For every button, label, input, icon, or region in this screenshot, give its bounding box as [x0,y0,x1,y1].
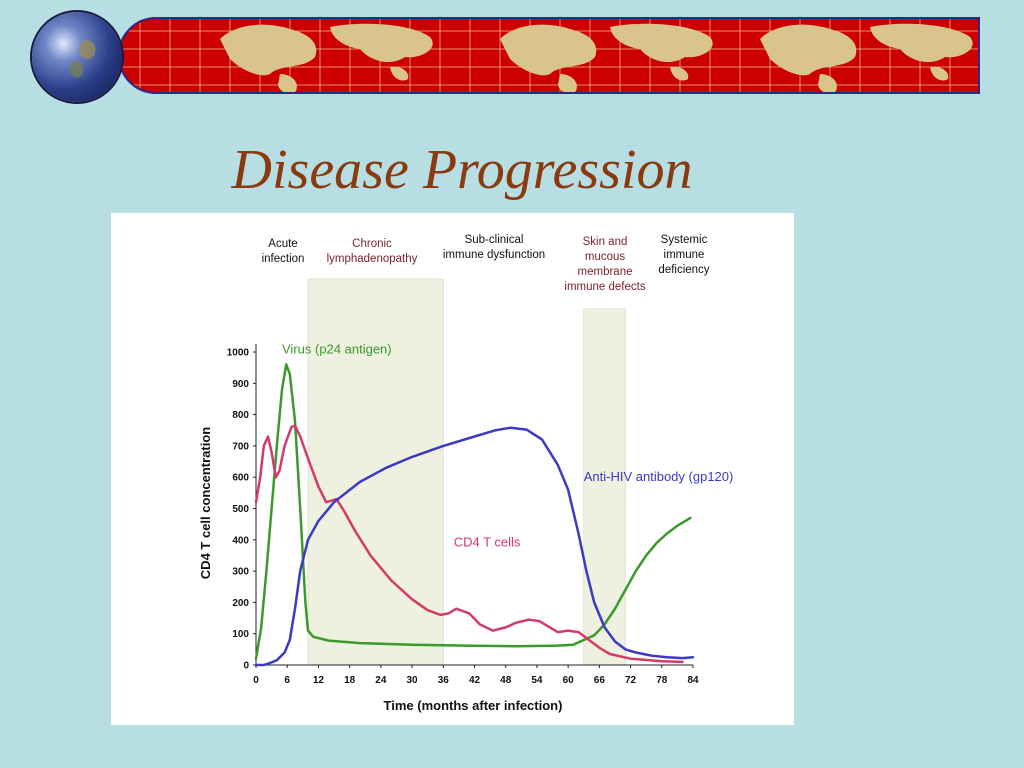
series-label: CD4 T cells [454,535,521,550]
phase-label-line: infection [262,253,305,265]
series-line [254,426,695,667]
y-tick-label: 0 [243,661,249,672]
phase-label: Acute infection [262,238,305,265]
x-axis-label: Time (months after infection) [384,698,563,713]
globe-icon [32,12,122,102]
x-tick-label: 30 [407,675,419,686]
x-tick-label: 54 [531,675,543,686]
phase-label: Sub-clinical immune dysfunction [443,234,545,261]
phase-label-line: Chronic [352,238,392,250]
slide-title: Disease Progression [231,139,693,201]
phase-label-line: mucous [585,251,626,263]
x-tick-label: 6 [284,675,290,686]
world-map-graphic [120,19,978,92]
x-tick-label: 84 [687,675,699,686]
y-tick-label: 200 [232,598,249,609]
continent-group [760,23,973,92]
x-tick-label: 48 [500,675,512,686]
x-tick-label: 24 [375,675,387,686]
x-tick-label: 66 [594,675,606,686]
world-map-banner [118,17,980,94]
phase-label-line: immune dysfunction [443,249,545,261]
continent-group [500,23,713,92]
x-tick-label: 78 [656,675,668,686]
y-tick-label: 500 [232,504,249,515]
phase-band [583,308,626,666]
phase-label-line: membrane [578,266,633,278]
series-line [254,424,684,664]
y-tick-label: 900 [232,379,249,390]
x-tick-label: 18 [344,675,356,686]
disease-progression-chart: Acute infection Chronic lymphadenopathy Sub-… [198,234,734,713]
phase-label-line: immune defects [564,281,645,293]
y-tick-label: 400 [232,535,249,546]
x-tick-label: 36 [438,675,450,686]
x-tick-label: 0 [253,675,259,686]
phase-band [307,278,444,666]
phase-label-line: lymphadenopathy [327,253,418,265]
phase-label: Skin and mucous membrane immune defects [564,236,645,293]
y-tick-label: 600 [232,473,249,484]
y-axis-label: CD4 T cell concentration [198,427,213,579]
x-tick-label: 72 [625,675,637,686]
phase-label-line: Skin and [583,236,628,248]
phase-label: Chronic lymphadenopathy [327,238,418,265]
y-tick-label: 300 [232,567,249,578]
continent-group [220,23,433,92]
phase-label-line: Acute [268,238,297,250]
x-tick-label: 60 [563,675,575,686]
y-tick-label: 100 [232,629,249,640]
phase-label-line: Systemic [661,234,708,246]
phase-label: Systemic immune deficiency [658,234,709,276]
chart-panel: Acute infection Chronic lymphadenopathy Sub-… [111,213,794,725]
series-line [254,363,692,660]
x-tick-label: 12 [313,675,325,686]
series-label: Virus (p24 antigen) [282,342,392,357]
x-tick-label: 42 [469,675,481,686]
y-tick-label: 700 [232,441,249,452]
phase-label-line: deficiency [658,264,709,276]
phase-label-line: immune [664,249,705,261]
y-tick-label: 800 [232,410,249,421]
phase-label-line: Sub-clinical [465,234,524,246]
y-tick-label: 1000 [227,348,250,359]
series-label: Anti-HIV antibody (gp120) [584,469,734,484]
